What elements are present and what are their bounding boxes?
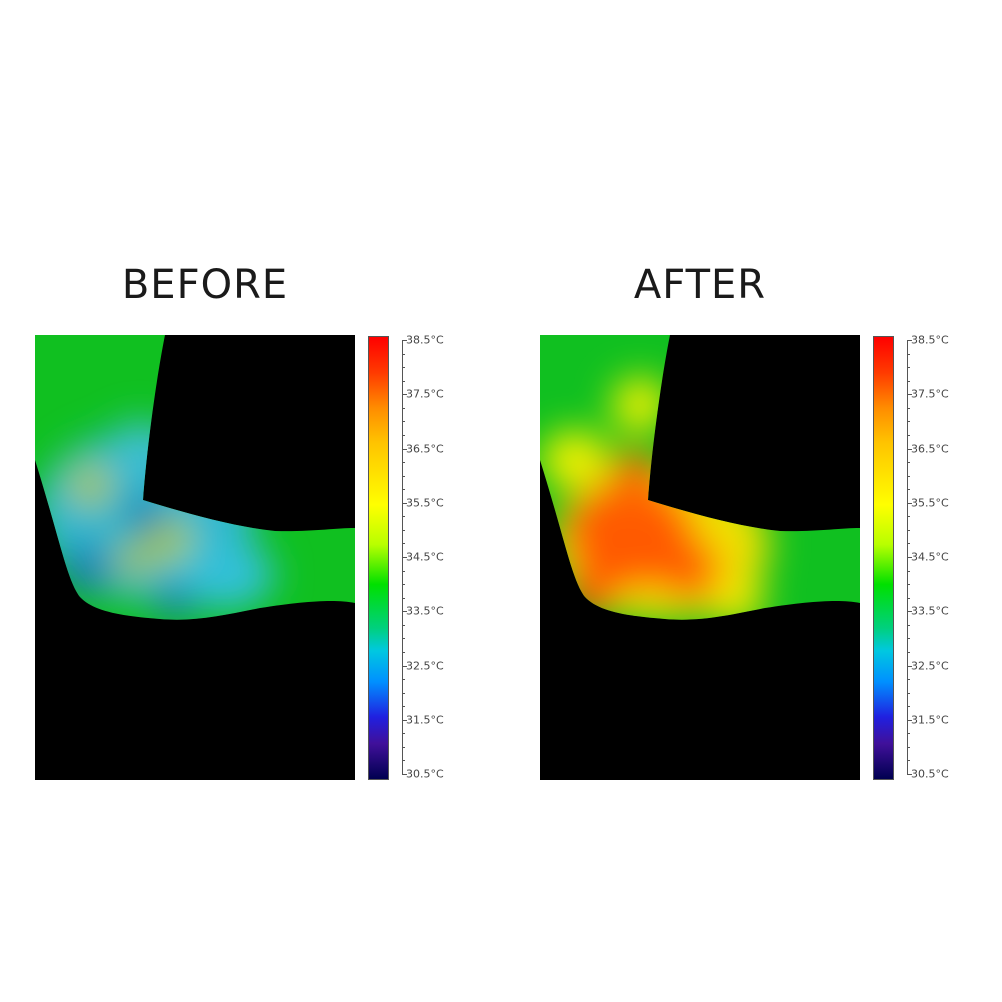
colorbar-tick: [402, 502, 407, 504]
after-colorbar: [873, 336, 894, 780]
colorbar-label: 38.5°C: [911, 333, 949, 347]
colorbar-tick: [402, 611, 407, 613]
colorbar-label: 35.5°C: [911, 496, 949, 510]
colorbar-tick: [402, 746, 405, 748]
colorbar-tick: [402, 624, 405, 626]
colorbar-tick: [402, 774, 407, 775]
colorbar-tick: [907, 434, 910, 436]
colorbar-tick: [907, 557, 912, 558]
colorbar-tick: [402, 434, 405, 436]
after-thermal-image: [540, 335, 860, 780]
colorbar-label: 34.5°C: [911, 550, 949, 564]
before-title: BEFORE: [121, 262, 289, 308]
colorbar-label: 38.5°C: [406, 333, 444, 347]
colorbar-tick: [907, 353, 910, 355]
colorbar-tick: [907, 584, 910, 586]
colorbar-tick: [402, 462, 405, 464]
colorbar-tick: [907, 529, 910, 531]
colorbar-tick: [907, 502, 912, 504]
colorbar-tick: [907, 651, 910, 653]
colorbar-tick: [907, 340, 912, 341]
after-title: AFTER: [633, 262, 767, 308]
colorbar-label: 36.5°C: [406, 442, 444, 455]
colorbar-tick: [907, 597, 910, 599]
colorbar-tick: [907, 679, 910, 681]
colorbar-tick: [402, 597, 405, 599]
colorbar-tick: [907, 774, 912, 775]
colorbar-label: 36.5°C: [911, 442, 949, 455]
colorbar-label: 31.5°C: [911, 713, 949, 727]
colorbar-tick: [402, 421, 405, 423]
colorbar-tick: [402, 367, 405, 369]
colorbar-tick: [402, 557, 407, 558]
colorbar-tick: [402, 380, 405, 382]
colorbar-tick: [402, 692, 405, 694]
colorbar-tick: [402, 584, 405, 586]
colorbar-tick: [402, 638, 405, 640]
colorbar-tick: [907, 733, 910, 735]
colorbar-tick: [402, 651, 405, 653]
colorbar-tick: [402, 516, 405, 518]
colorbar-label: 31.5°C: [406, 713, 444, 727]
colorbar-tick: [907, 638, 910, 640]
colorbar-tick: [907, 543, 910, 545]
colorbar-tick: [907, 719, 912, 721]
colorbar-tick: [907, 394, 912, 396]
colorbar-tick: [402, 679, 405, 681]
colorbar-label: 37.5°C: [406, 387, 444, 401]
colorbar-tick: [907, 746, 910, 748]
before-colorbar: [368, 336, 389, 780]
colorbar-tick: [907, 760, 910, 762]
colorbar-tick: [907, 706, 910, 708]
before-colorbar-axis: 38.5°C 37.5°C 36.5°C 35.5°C 34.5°C 33.5°C 32.5…: [402, 334, 462, 781]
colorbar-tick: [907, 516, 910, 518]
colorbar-label: 35.5°C: [406, 496, 444, 510]
colorbar-tick: [402, 529, 405, 531]
colorbar-label: 30.5°C: [406, 767, 444, 781]
colorbar-tick: [907, 665, 912, 667]
colorbar-tick: [907, 489, 910, 491]
colorbar-tick: [907, 624, 910, 626]
colorbar-label: 34.5°C: [406, 550, 444, 564]
colorbar-tick: [402, 733, 405, 735]
colorbar-tick: [402, 394, 407, 396]
before-thermal-image: [35, 335, 355, 780]
colorbar-tick: [402, 340, 407, 341]
colorbar-tick: [907, 380, 910, 382]
colorbar-tick: [907, 421, 910, 423]
colorbar-tick: [907, 448, 912, 450]
colorbar-tick: [402, 665, 407, 667]
colorbar-tick: [907, 570, 910, 572]
colorbar-tick: [402, 353, 405, 355]
colorbar-tick: [907, 407, 910, 409]
colorbar-tick: [907, 475, 910, 477]
colorbar-label: 33.5°C: [911, 604, 949, 618]
colorbar-tick: [907, 611, 912, 613]
colorbar-tick: [402, 706, 405, 708]
colorbar-tick: [402, 719, 407, 721]
colorbar-tick: [907, 692, 910, 694]
colorbar-label: 33.5°C: [406, 604, 444, 618]
colorbar-label: 30.5°C: [911, 767, 949, 781]
colorbar-tick: [402, 570, 405, 572]
colorbar-tick: [402, 489, 405, 491]
colorbar-tick: [402, 760, 405, 762]
colorbar-tick: [907, 462, 910, 464]
colorbar-tick: [907, 367, 910, 369]
colorbar-tick: [402, 475, 405, 477]
colorbar-tick: [402, 448, 407, 450]
colorbar-tick: [402, 407, 405, 409]
colorbar-label: 37.5°C: [911, 387, 949, 401]
after-colorbar-axis: 38.5°C 37.5°C 36.5°C 35.5°C 34.5°C 33.5°C 32.5…: [907, 334, 967, 781]
colorbar-tick: [402, 543, 405, 545]
colorbar-label: 32.5°C: [406, 659, 444, 672]
colorbar-label: 32.5°C: [911, 659, 949, 672]
